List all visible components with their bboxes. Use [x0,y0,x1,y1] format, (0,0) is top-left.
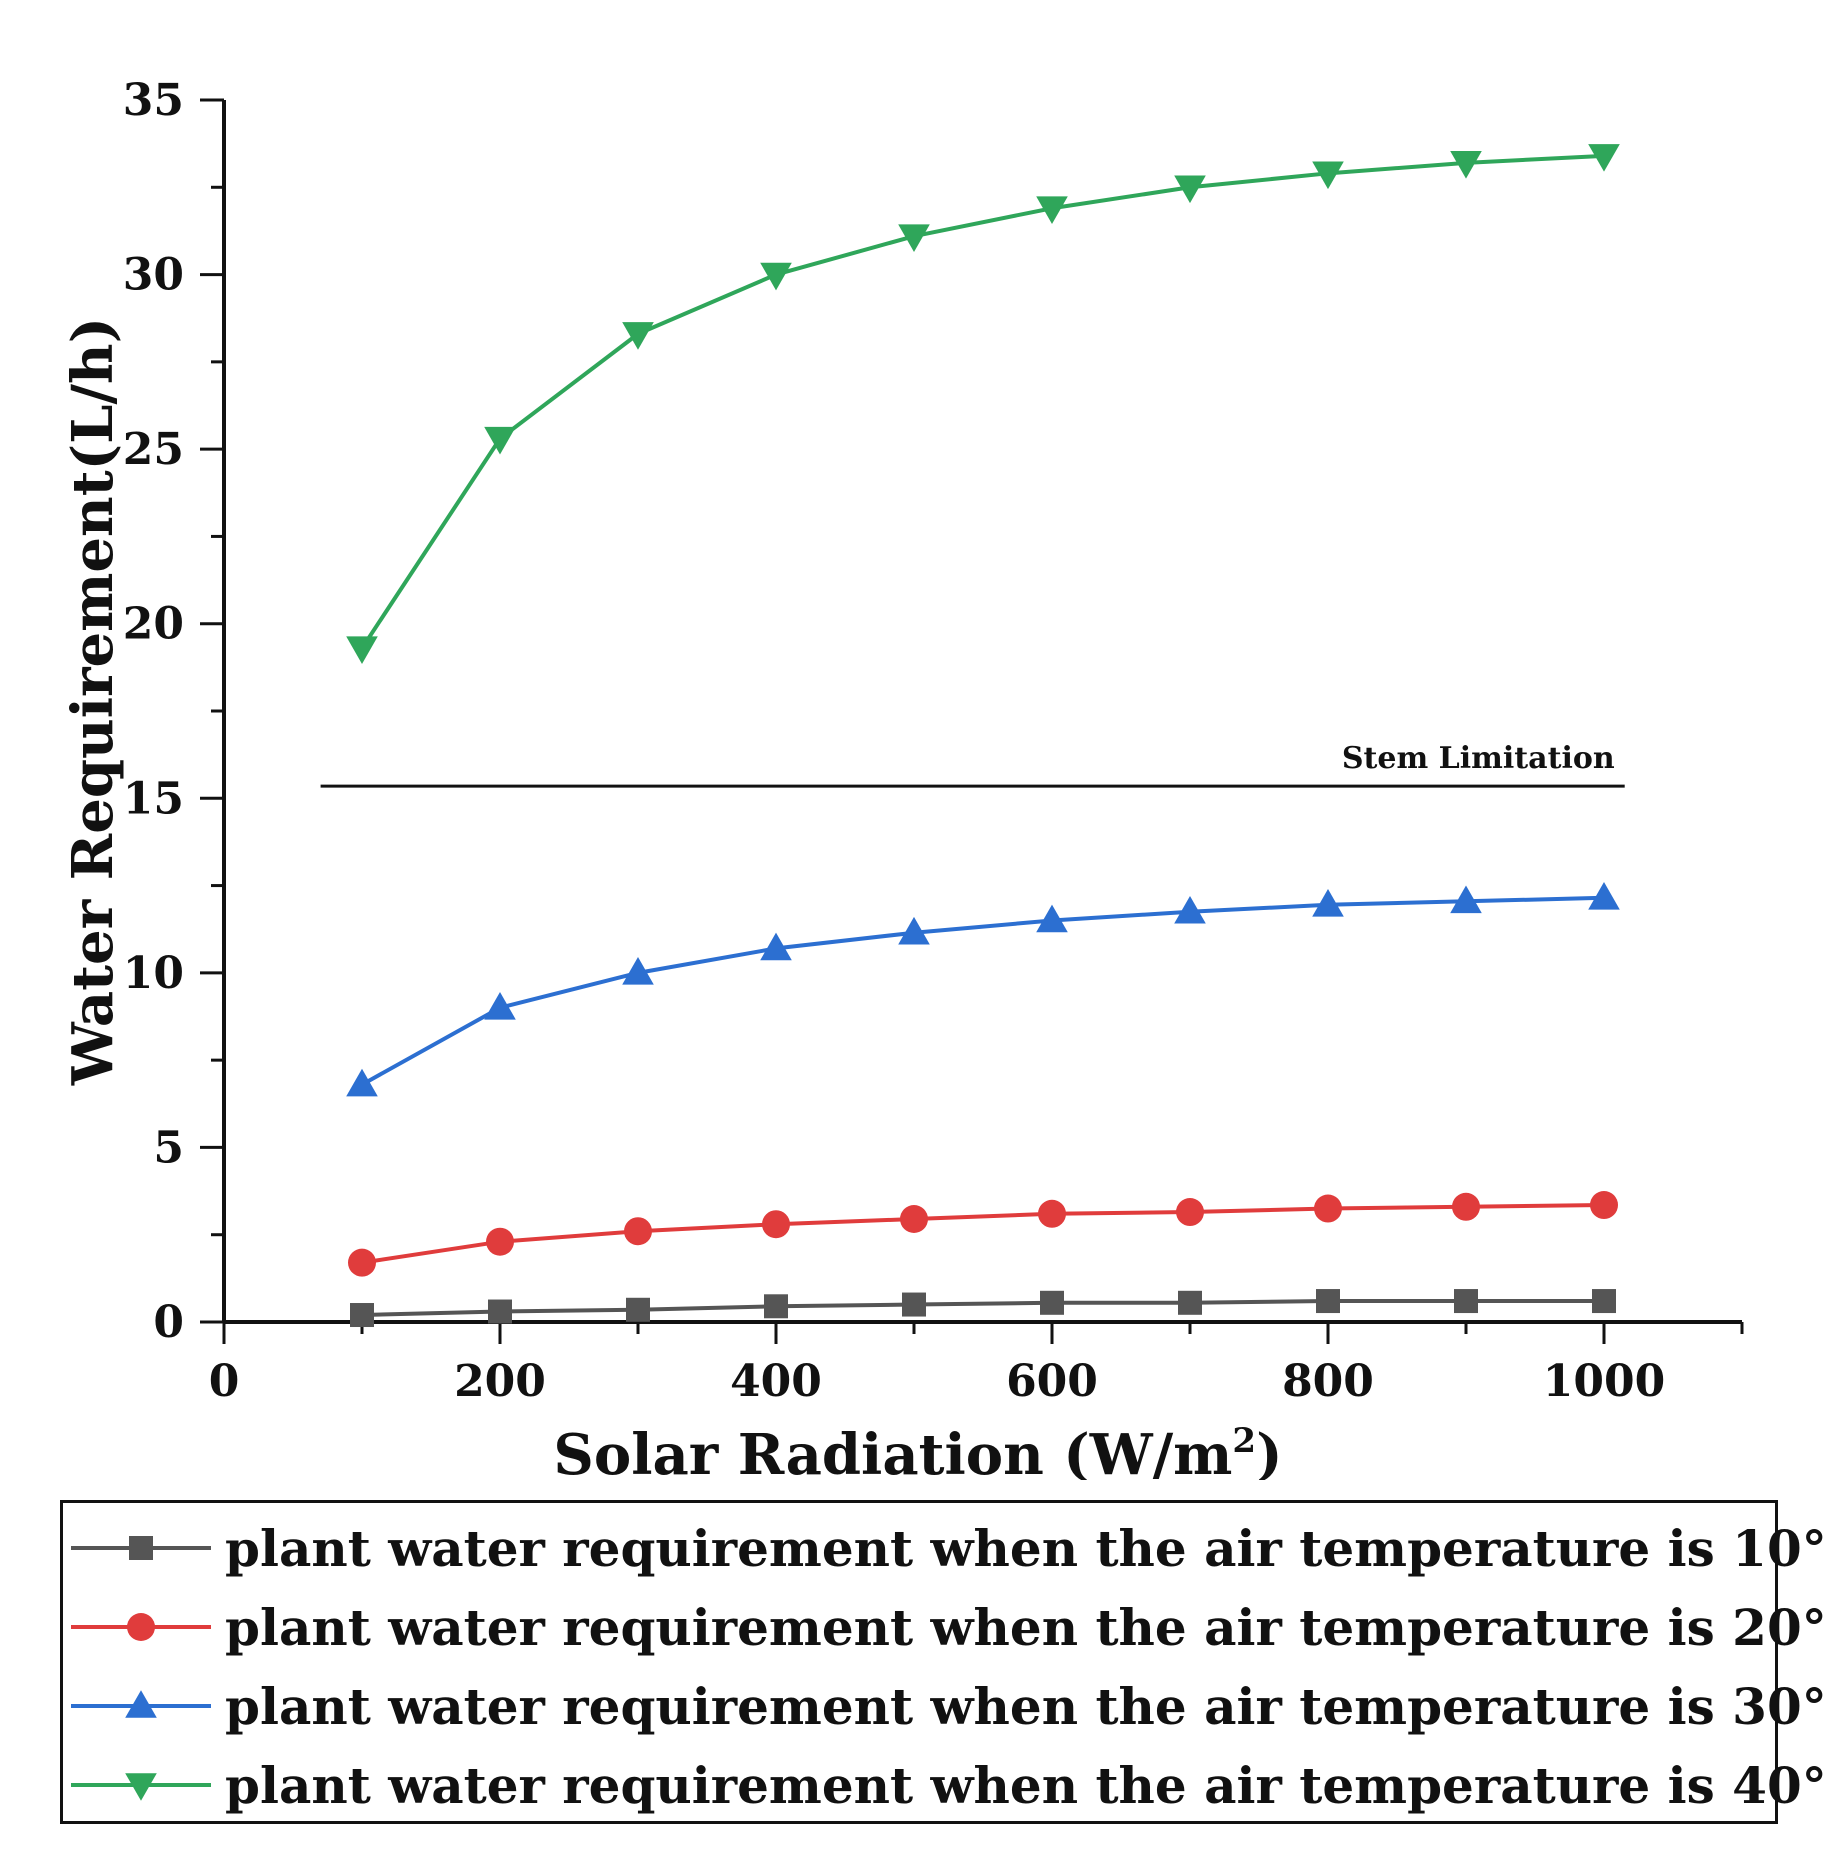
data-point [1036,196,1068,225]
data-point [1316,1289,1340,1314]
legend-swatch [71,1690,211,1718]
data-point [1592,1289,1616,1314]
legend-marker [125,1773,157,1801]
data-point [484,426,516,455]
data-point [484,991,516,1020]
x-tick-label: 1000 [1543,1356,1665,1407]
x-tick-label: 200 [454,1356,546,1407]
y-tick-label: 10 [123,948,184,999]
legend-label: plant water requirement when the air tem… [225,1676,1825,1736]
y-tick-label: 35 [123,75,184,126]
y-tick-label: 15 [123,773,184,824]
data-point [1314,1194,1342,1223]
chart: 0 5 10 15 20 25 30 35 0 200 400 600 800 1000 Stem Lim… [60,75,1744,1480]
y-tick-label: 25 [123,424,184,475]
data-point [1036,904,1068,933]
legend-label: plant water requirement when the air tem… [225,1755,1825,1815]
data-point [1588,881,1620,910]
data-point [1454,1289,1478,1314]
data-point [488,1299,512,1324]
series-2 [348,1191,1618,1277]
data-point [762,1210,790,1239]
data-point [1450,885,1482,914]
x-tick-label: 0 [209,1356,240,1407]
data-point [1178,1290,1202,1315]
x-axis-title: Solar Radiation (W/m2) [553,1421,1282,1480]
series-group [346,144,1620,1328]
legend-marker [127,1613,155,1641]
series-line [361,1203,1605,1265]
x-axis-title-main: Solar Radiation (W/m [553,1422,1232,1480]
series-line [361,1299,1604,1318]
data-point [900,1205,928,1234]
series-1 [350,1289,1616,1328]
series-line [360,153,1605,650]
data-point [624,1217,652,1246]
stem-limitation-group: Stem Limitation [320,741,1625,788]
data-point [348,1248,376,1277]
data-point [764,1294,788,1319]
data-point [1312,161,1344,190]
data-point [898,224,930,252]
y-tick-label: 20 [123,599,184,650]
data-point [346,1068,378,1097]
x-axis-title-sup: 2 [1232,1421,1256,1461]
legend-swatch [71,1536,211,1560]
data-point [622,957,654,985]
data-point [1452,1192,1480,1221]
series-line [361,895,1605,1087]
data-point [898,916,930,945]
data-point [1450,151,1482,179]
series-4 [346,144,1620,664]
data-point [760,932,792,961]
x-tick-label: 800 [1282,1356,1374,1407]
legend-label: plant water requirement when the air tem… [225,1597,1825,1657]
y-tick-label: 0 [153,1297,184,1348]
axes: 0 5 10 15 20 25 30 35 0 200 400 600 800 1000 [123,75,1744,1407]
y-tick-label: 5 [153,1122,184,1173]
legend-marker [125,1690,157,1718]
legend-swatch [71,1613,211,1641]
series-3 [346,881,1620,1097]
x-tick-label: 600 [1006,1356,1098,1407]
data-point [1590,1191,1618,1220]
data-point [1038,1199,1066,1228]
legend-item: plant water requirement when the air tem… [63,1746,1825,1824]
x-tick-label: 400 [730,1356,822,1407]
data-point [1174,175,1206,204]
stem-limitation-label: Stem Limitation [1342,741,1615,776]
data-point [1040,1290,1064,1315]
data-point [1588,144,1620,172]
data-point [346,636,378,664]
x-axis-title-tail: ) [1256,1422,1283,1480]
data-point [902,1292,926,1317]
legend: plant water requirement when the air tem… [60,1500,1825,1824]
legend-marker [129,1536,153,1560]
legend-item: plant water requirement when the air tem… [63,1667,1825,1745]
legend-item: plant water requirement when the air tem… [63,1588,1825,1666]
y-axis-title: Water Requirement(L/h) [60,317,126,1086]
data-point [626,1297,650,1322]
data-point [622,322,654,350]
data-point [1312,888,1344,917]
legend-item: plant water requirement when the air tem… [63,1509,1825,1587]
data-point [1176,1198,1204,1227]
data-point [350,1303,374,1328]
y-tick-label: 30 [123,250,184,301]
data-point [760,262,792,291]
legend-swatch [71,1773,211,1801]
data-point [1174,895,1206,924]
data-point [486,1227,514,1256]
legend-label: plant water requirement when the air tem… [225,1518,1825,1578]
